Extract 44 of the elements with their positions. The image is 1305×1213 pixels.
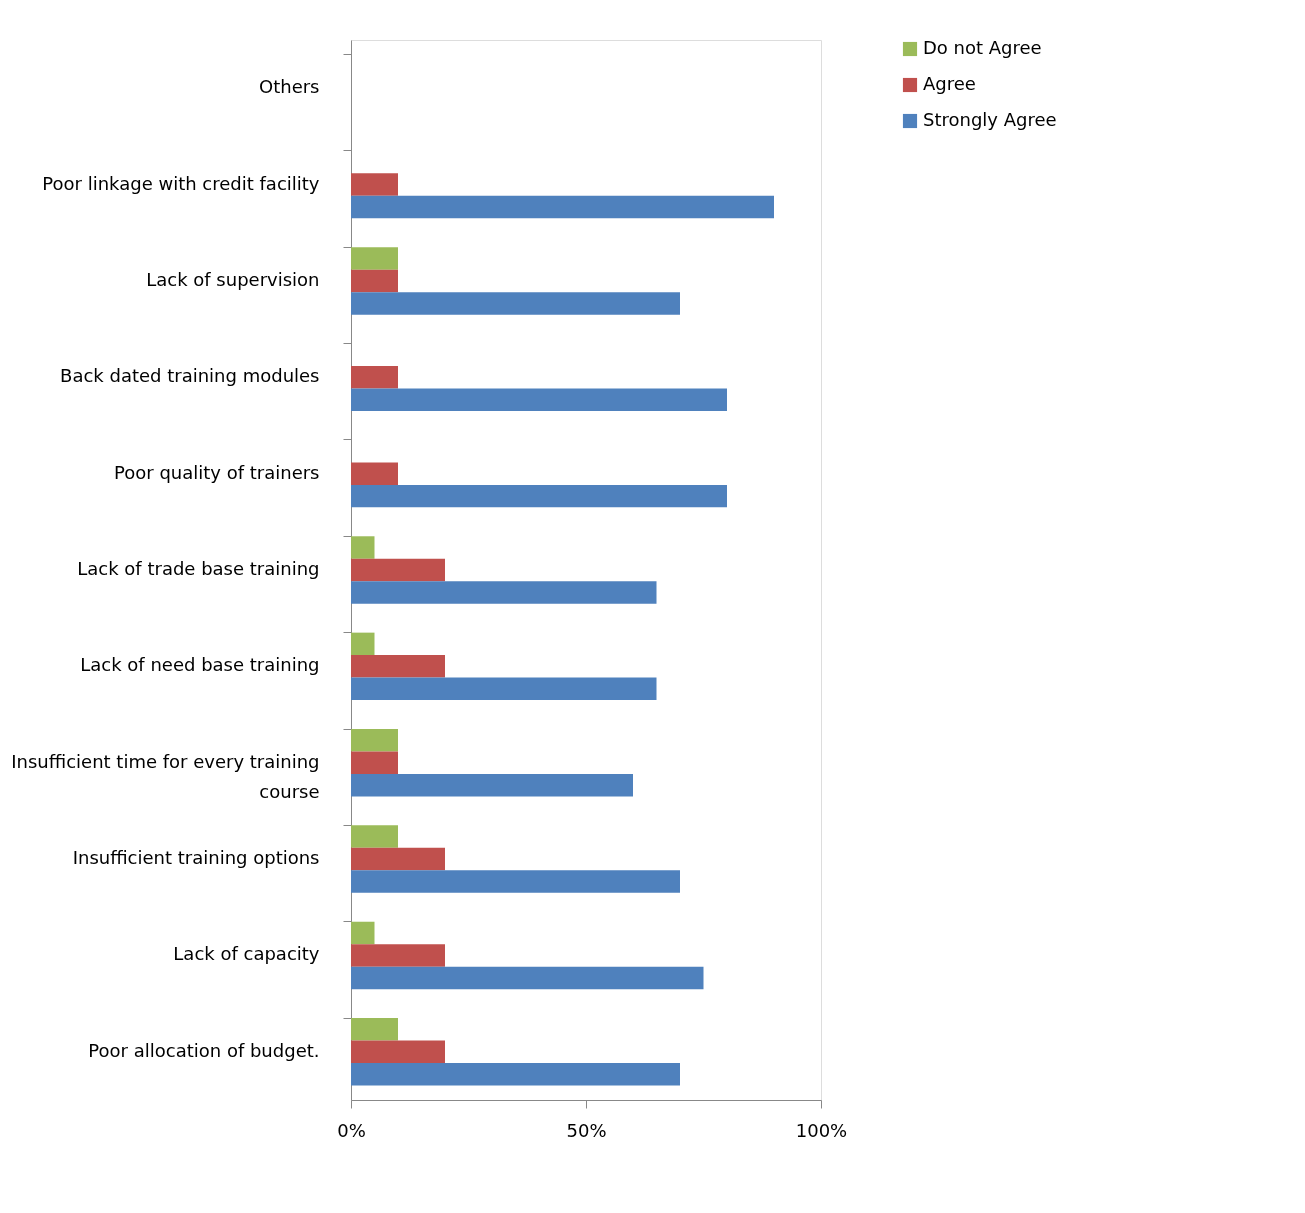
bar (351, 944, 445, 967)
bar (351, 1040, 445, 1064)
y-tick-label: Back dated training modules (60, 365, 320, 387)
bar (351, 581, 657, 604)
bar (351, 655, 445, 678)
bar (351, 195, 774, 219)
bar (351, 966, 704, 990)
bar (351, 847, 445, 871)
bar (351, 677, 657, 701)
bar (351, 825, 398, 848)
bar (351, 870, 680, 893)
bar (351, 773, 633, 797)
bar (351, 729, 398, 752)
bar (351, 632, 375, 656)
bar (351, 388, 727, 411)
y-tick-label: Poor allocation of budget. (88, 1039, 320, 1061)
bar (351, 536, 375, 559)
x-tick-label: 50% (566, 1119, 607, 1141)
x-tick-label: 0% (337, 1119, 366, 1141)
y-tick-label: Poor linkage with credit facility (42, 172, 320, 194)
bar (351, 292, 680, 315)
bar (351, 921, 375, 945)
bar (351, 484, 727, 508)
bar (351, 366, 398, 389)
bar (351, 173, 398, 196)
y-tick-label: Insufficient training options (72, 847, 320, 869)
y-tick-label: Lack of trade base training (77, 558, 320, 579)
y-tick-label: Insufficient time for every training course (11, 750, 320, 802)
y-tick-label: Lack of capacity (173, 943, 320, 965)
y-tick-label: Poor quality of trainers (114, 461, 320, 483)
x-tick-label: 100% (795, 1119, 848, 1141)
y-tick-label: Lack of supervision (146, 268, 320, 290)
bar (351, 751, 398, 774)
legend-label: Agree (923, 73, 976, 94)
bar (351, 1018, 398, 1041)
bar (351, 269, 398, 293)
bar (351, 1063, 680, 1086)
bar (351, 247, 398, 270)
y-tick-label: Others (259, 76, 320, 98)
legend-label: Do not Agree (923, 37, 1042, 58)
y-tick-label: Lack of need base training (80, 654, 320, 676)
legend-label: Strongly Agree (923, 109, 1057, 130)
bar (351, 462, 398, 485)
bar (351, 558, 445, 582)
